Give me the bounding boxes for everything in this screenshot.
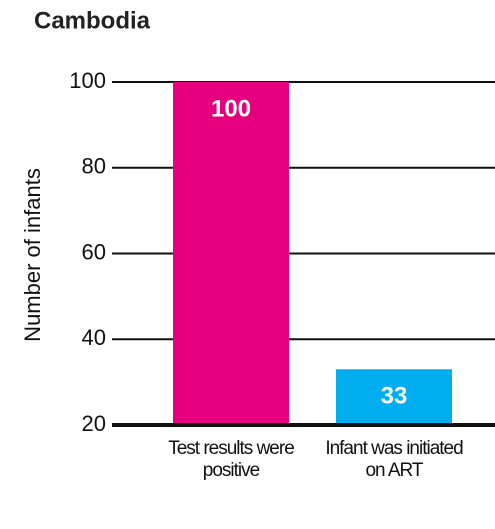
y-tick-label: 20 (82, 411, 106, 436)
x-tick-label: Infant was initiated on ART (325, 438, 463, 481)
y-axis-label: Number of infants (20, 168, 45, 342)
y-tick-label: 80 (82, 154, 106, 179)
chart-title: Cambodia (34, 7, 151, 34)
x-tick-label: Test results were positive (168, 438, 295, 481)
value-label: 100 (211, 95, 251, 122)
y-tick-label: 40 (82, 325, 106, 350)
value-label: 33 (381, 383, 408, 410)
bar (173, 82, 289, 425)
bar (336, 369, 452, 425)
y-tick-label: 100 (69, 68, 106, 93)
y-tick-label: 60 (82, 239, 106, 264)
